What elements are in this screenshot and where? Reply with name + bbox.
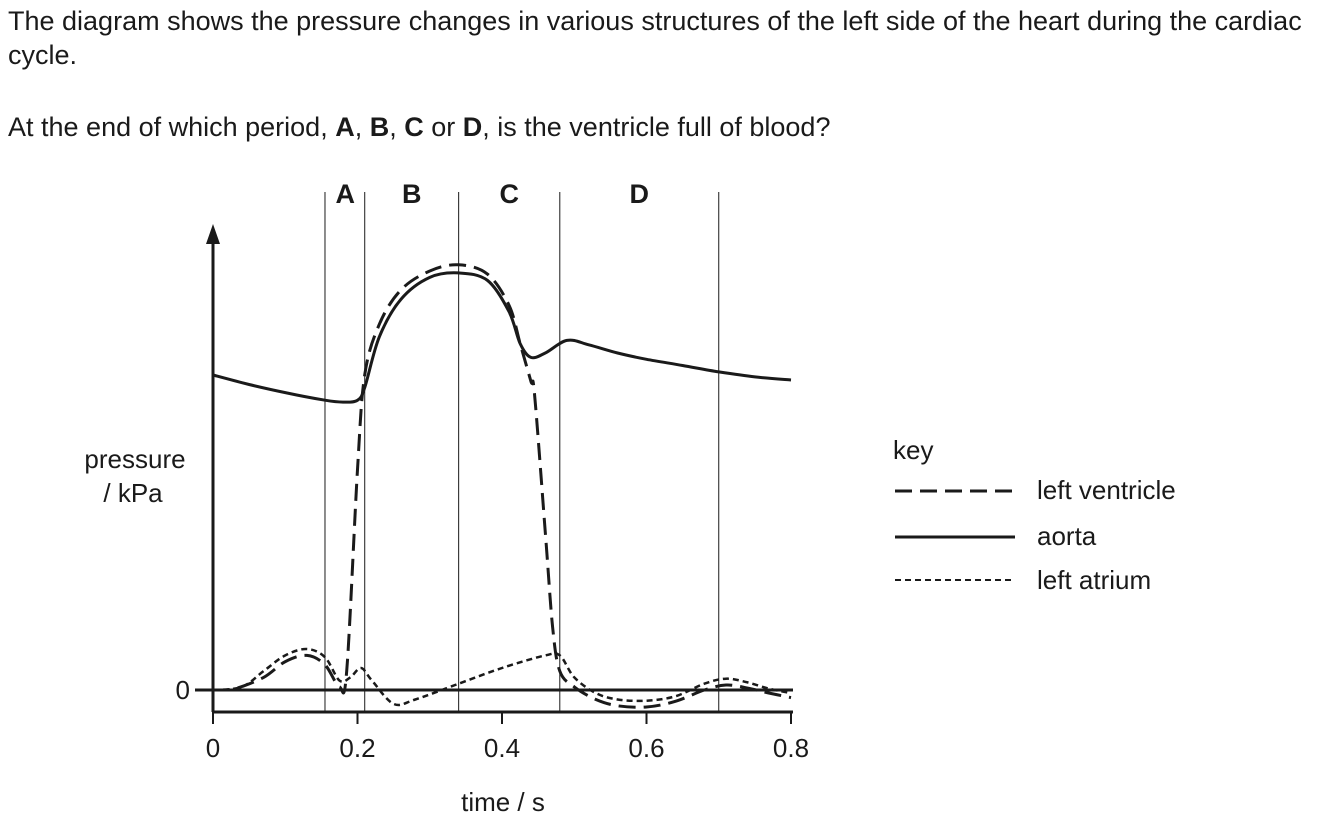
question-intro: The diagram shows the pressure changes i…: [8, 6, 1302, 70]
legend-label-left-atrium: left atrium: [1037, 565, 1151, 595]
legend: key left ventricle aorta left atrium: [893, 435, 1176, 595]
y-axis-label-line2: / kPa: [103, 478, 163, 508]
x-tick-label: 0.2: [339, 733, 375, 763]
option-d-label: D: [462, 112, 483, 142]
x-tick-label: 0.6: [628, 733, 664, 763]
question-prompt: At the end of which period, A, B, C or D…: [8, 110, 830, 144]
series-line-left-atrium: [212, 647, 792, 707]
prompt-before: At the end of which period,: [8, 112, 336, 142]
x-tick-label: 0.8: [773, 733, 809, 763]
option-c-label: C: [404, 112, 424, 142]
prompt-after: , is the ventricle full of blood?: [482, 112, 831, 142]
legend-label-aorta: aorta: [1037, 521, 1097, 551]
y-axis-label-line1: pressure: [84, 444, 185, 474]
axes: 0 0.2 0.4 0.6 0.8 0: [176, 224, 809, 763]
option-a-label: A: [335, 112, 355, 142]
y-tick-label: 0: [176, 675, 190, 705]
legend-title: key: [893, 435, 933, 465]
period-label-b: B: [402, 179, 422, 209]
period-lines: A B C D: [324, 179, 720, 712]
y-axis-arrow-icon: [206, 224, 220, 244]
period-label-c: C: [499, 179, 519, 209]
series-line-left-ventricle: [212, 263, 792, 709]
period-label-d: D: [630, 179, 650, 209]
axis-labels: pressure / kPa time / s: [84, 444, 544, 817]
period-label-a: A: [335, 179, 355, 209]
x-axis-label: time / s: [461, 787, 545, 817]
series-line-aorta: [212, 271, 792, 404]
separator-2: ,: [389, 112, 405, 142]
legend-label-left-ventricle: left ventricle: [1037, 475, 1176, 505]
separator-3: or: [423, 112, 463, 142]
option-b-label: B: [369, 112, 390, 142]
series-lines: [212, 263, 792, 709]
x-tick-label: 0: [206, 733, 220, 763]
separator-1: ,: [354, 112, 370, 142]
x-tick-label: 0.4: [484, 733, 520, 763]
